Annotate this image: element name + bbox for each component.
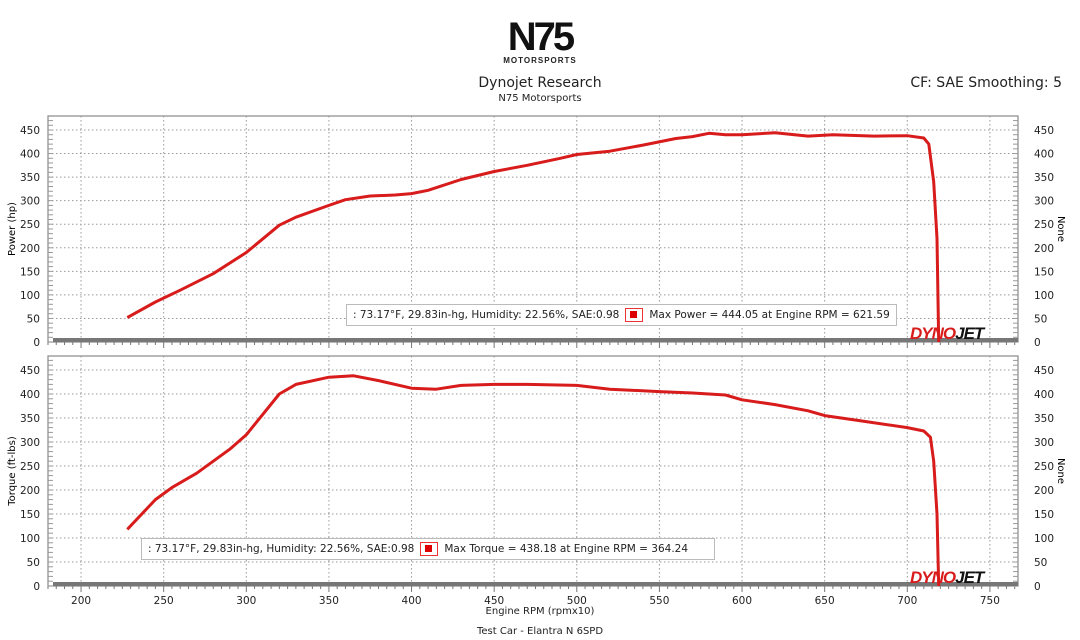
y-right-tick-label: 50: [1034, 313, 1047, 325]
logo-subtext: MOTORSPORTS: [503, 56, 577, 65]
y-right-axis-label: None: [1055, 458, 1066, 484]
y-tick-label: 150: [20, 266, 40, 278]
x-tick-label: 450: [484, 595, 504, 607]
x-axis-bar: [53, 338, 1018, 342]
run-label: Test Car - Elantra N 6SPD: [476, 626, 604, 637]
y-right-tick-label: 250: [1034, 461, 1054, 473]
y-tick-label: 200: [20, 485, 40, 497]
x-tick-label: 500: [567, 595, 587, 607]
x-tick-label: 700: [897, 595, 917, 607]
correction-factor: CF: SAE Smoothing: 5: [910, 75, 1062, 91]
y-right-tick-label: 150: [1034, 509, 1054, 521]
y-tick-label: 400: [20, 389, 40, 401]
y-tick-label: 50: [27, 557, 40, 569]
y-right-tick-label: 150: [1034, 266, 1054, 278]
y-right-tick-label: 400: [1034, 149, 1054, 161]
power-max: Max Power = 444.05 at Engine RPM = 621.5…: [649, 309, 890, 321]
y-right-tick-label: 50: [1034, 557, 1047, 569]
power-conditions: : 73.17°F, 29.83in-hg, Humidity: 22.56%,…: [353, 309, 620, 321]
y-right-tick-label: 300: [1034, 196, 1054, 208]
dynojet-logo: DYNOJET: [910, 568, 984, 588]
y-tick-label: 350: [20, 413, 40, 425]
n75-logo: N75 MOTORSPORTS: [498, 15, 582, 65]
x-axis-bar: [53, 582, 1018, 586]
y-tick-label: 0: [33, 337, 40, 349]
y-right-tick-label: 400: [1034, 389, 1054, 401]
x-tick-label: 350: [319, 595, 339, 607]
torque-legend: : 73.17°F, 29.83in-hg, Humidity: 22.56%,…: [141, 538, 715, 560]
y-right-tick-label: 350: [1034, 413, 1054, 425]
y-tick-label: 450: [20, 125, 40, 137]
panel-torque: 200 250 300 350 400 450 500 550 600 650 700 750 0 0 50…: [7, 355, 1066, 607]
y-right-tick-label: 200: [1034, 485, 1054, 497]
torque-conditions: : 73.17°F, 29.83in-hg, Humidity: 22.56%,…: [148, 543, 415, 555]
y-tick-label: 300: [20, 196, 40, 208]
y-axis-label: Torque (ft-lbs): [7, 436, 18, 507]
y-right-tick-label: 0: [1034, 581, 1041, 593]
y-right-tick-label: 250: [1034, 219, 1054, 231]
y-tick-label: 200: [20, 243, 40, 255]
y-tick-label: 100: [20, 290, 40, 302]
chart-subtitle: N75 Motorsports: [498, 93, 582, 104]
dynojet-logo: DYNOJET: [910, 324, 984, 344]
logo-dyno: DYNO: [910, 568, 956, 587]
y-tick-label: 50: [27, 313, 40, 325]
chart-title: Dynojet Research: [478, 75, 602, 91]
y-tick-label: 0: [33, 581, 40, 593]
x-tick-label: 200: [71, 595, 91, 607]
y-tick-label: 100: [20, 533, 40, 545]
y-right-axis-label: None: [1055, 216, 1066, 242]
x-tick-label: 750: [980, 595, 1000, 607]
y-right-tick-label: 100: [1034, 290, 1054, 302]
logo-jet: JET: [955, 568, 984, 587]
y-right-tick-label: 450: [1034, 365, 1054, 377]
y-tick-label: 400: [20, 149, 40, 161]
y-tick-label: 250: [20, 461, 40, 473]
x-tick-label: 550: [649, 595, 669, 607]
y-tick-label: 250: [20, 219, 40, 231]
y-right-tick-label: 300: [1034, 437, 1054, 449]
legend-swatch-icon: [625, 308, 644, 322]
torque-max: Max Torque = 438.18 at Engine RPM = 364.…: [444, 543, 689, 555]
y-tick-label: 350: [20, 172, 40, 184]
y-axis-label: Power (hp): [7, 202, 18, 256]
logo-text: N75: [507, 15, 575, 59]
y-right-tick-label: 0: [1034, 337, 1041, 349]
y-right-tick-label: 350: [1034, 172, 1054, 184]
legend-swatch-icon: [420, 542, 439, 556]
x-tick-label: 300: [236, 595, 256, 607]
x-tick-label: 250: [154, 595, 174, 607]
y-tick-label: 150: [20, 509, 40, 521]
y-right-tick-label: 100: [1034, 533, 1054, 545]
y-right-tick-label: 200: [1034, 243, 1054, 255]
x-axis-label: Engine RPM (rpmx10): [485, 606, 595, 617]
y-right-tick-label: 450: [1034, 125, 1054, 137]
y-tick-label: 450: [20, 365, 40, 377]
x-tick-label: 400: [402, 595, 422, 607]
logo-jet: JET: [955, 324, 984, 343]
x-tick-label: 650: [815, 595, 835, 607]
logo-dyno: DYNO: [910, 324, 956, 343]
x-tick-label: 600: [732, 595, 752, 607]
y-tick-label: 300: [20, 437, 40, 449]
power-legend: : 73.17°F, 29.83in-hg, Humidity: 22.56%,…: [346, 304, 897, 326]
